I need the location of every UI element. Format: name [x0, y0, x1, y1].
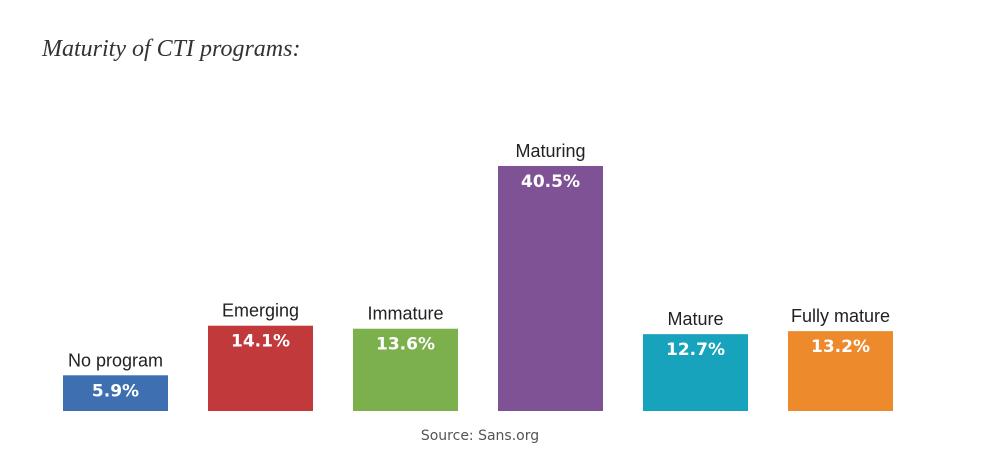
category-label-fully-mature: Fully mature	[791, 306, 890, 326]
category-label-mature: Mature	[667, 309, 723, 329]
bar-no-program	[63, 375, 168, 411]
category-label-emerging: Emerging	[222, 301, 299, 321]
category-label-immature: Immature	[367, 304, 443, 324]
bar-maturing	[498, 165, 603, 411]
value-label-emerging: 14.1%	[231, 332, 290, 352]
value-label-immature: 13.6%	[376, 335, 435, 355]
value-label-mature: 12.7%	[666, 340, 725, 360]
chart-title: Maturity of CTI programs:	[42, 36, 301, 62]
category-label-maturing: Maturing	[515, 141, 585, 161]
value-label-fully-mature: 13.2%	[811, 337, 870, 357]
value-label-no-program: 5.9%	[92, 381, 139, 401]
bar-fully-mature	[788, 331, 893, 411]
bar-immature	[353, 328, 458, 411]
value-label-maturing: 40.5%	[521, 172, 580, 192]
bar-mature	[643, 334, 748, 411]
source-note: Source: Sans.org	[420, 428, 540, 444]
category-label-no-program: No program	[68, 350, 163, 370]
bar-emerging	[208, 325, 313, 411]
